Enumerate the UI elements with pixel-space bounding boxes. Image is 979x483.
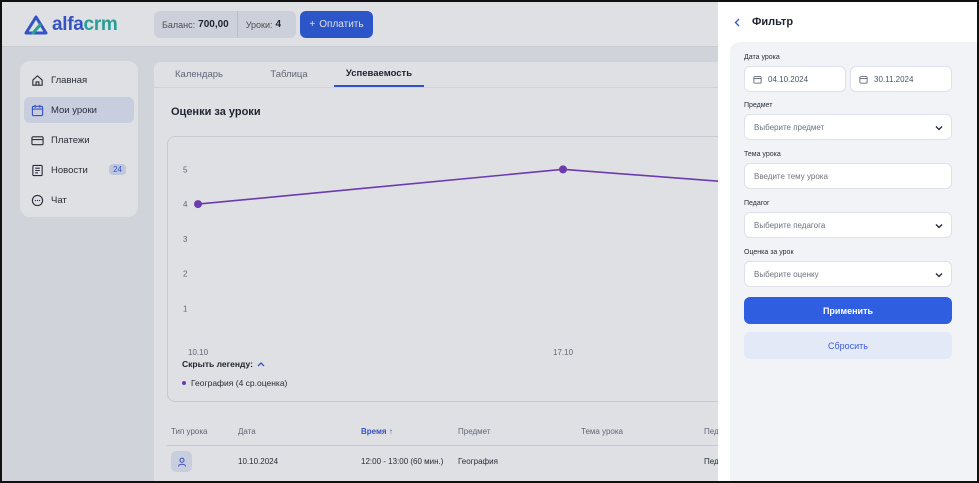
date-to-field[interactable]: 30.11.2024: [850, 66, 952, 92]
logo-icon: [24, 15, 48, 35]
legend-toggle-label: Скрыть легенду:: [182, 359, 253, 369]
x-tick-label-17.10: 17.10: [553, 348, 574, 357]
logo[interactable]: alfacrm: [24, 14, 118, 36]
lessons-segment: Уроки: 4: [236, 11, 289, 38]
column-header-topic[interactable]: Тема урока: [581, 427, 623, 436]
sidebar-item-chat[interactable]: Чат: [24, 187, 134, 213]
row-subject: География: [458, 457, 498, 466]
column-header-type[interactable]: Тип урока: [171, 427, 208, 436]
chart-title: Оценки за уроки: [171, 106, 261, 118]
date-from-field[interactable]: 04.10.2024: [744, 66, 846, 92]
user-icon: [177, 457, 186, 467]
pay-button[interactable]: + Оплатить: [300, 11, 373, 38]
sidebar-item-home[interactable]: Главная: [24, 67, 134, 93]
grade-label: Оценка за урок: [744, 249, 794, 256]
sidebar-item-my-lessons[interactable]: Мои уроки: [24, 97, 134, 123]
row-time: 12:00 - 13:00 (60 мин.): [361, 457, 444, 466]
grade-placeholder: Выберите оценку: [754, 269, 819, 279]
column-header-date[interactable]: Дата: [238, 427, 256, 436]
date-from-value: 04.10.2024: [768, 74, 809, 84]
modal-overlay[interactable]: [2, 2, 718, 481]
view-tabs: Календарь Таблица Успеваемость: [154, 62, 729, 87]
sidebar-item-payments[interactable]: Платежи: [24, 127, 134, 153]
apply-button[interactable]: Применить: [744, 297, 952, 324]
sidebar-item-label: Чат: [51, 194, 67, 206]
topic-input[interactable]: [744, 163, 952, 189]
data-point-17.10[interactable]: [559, 165, 567, 174]
y-tick-label-2: 2: [183, 270, 188, 279]
balance-label: Баланс:: [162, 19, 196, 30]
main-content: Оценки за уроки 1 2 3 4 5 10.10 17.10 Скрыть л…: [154, 88, 733, 481]
chevron-down-icon: [935, 126, 943, 131]
card-icon: [31, 135, 44, 145]
tab-table[interactable]: Таблица: [270, 69, 308, 80]
chevron-down-icon: [935, 224, 943, 229]
subject-label: Предмет: [744, 102, 773, 109]
sidebar-item-label: Главная: [51, 74, 88, 86]
chat-icon: [31, 194, 44, 206]
filter-panel: Фильтр Дата урока 04.10.2024 30.11.2024 …: [718, 2, 977, 481]
y-tick-label-4: 4: [183, 200, 188, 209]
lesson-type-badge: [171, 451, 192, 472]
date-to-value: 30.11.2024: [874, 74, 914, 84]
filter-panel-header: Фильтр: [718, 2, 977, 42]
teacher-select[interactable]: Выберите педагога: [744, 212, 952, 238]
home-icon: [32, 74, 43, 86]
y-tick-label-3: 3: [183, 235, 188, 244]
filter-title: Фильтр: [752, 16, 794, 28]
news-icon: [32, 164, 43, 176]
lessons-label: Уроки:: [245, 19, 273, 30]
pay-button-label: Оплатить: [319, 19, 364, 30]
balance-value: 700,00: [198, 19, 229, 30]
chevron-up-icon: [257, 362, 265, 367]
sidebar-item-label: Мои уроки: [51, 104, 97, 116]
topic-label: Тема урока: [744, 151, 781, 158]
sidebar-item-news[interactable]: Новости 24: [24, 157, 134, 183]
sidebar: Главная Мои уроки Платежи Новости 24 Чат: [20, 61, 138, 217]
calendar-icon: [31, 104, 44, 116]
plus-icon: +: [309, 19, 316, 30]
legend-toggle[interactable]: Скрыть легенду:: [182, 359, 265, 369]
row-date: 10.10.2024: [238, 457, 279, 466]
news-count-badge: 24: [109, 164, 126, 175]
chevron-down-icon: [935, 273, 943, 278]
logo-text: alfacrm: [52, 14, 118, 35]
subject-select[interactable]: Выберите предмет: [744, 114, 952, 140]
date-label: Дата урока: [744, 54, 780, 61]
grades-line-chart: 1 2 3 4 5 10.10 17.10: [183, 165, 730, 357]
teacher-label: Педагог: [744, 200, 770, 207]
y-tick-label-5: 5: [183, 165, 188, 174]
data-point-10.10[interactable]: [194, 200, 202, 209]
reset-button[interactable]: Сбросить: [744, 332, 952, 359]
legend-dot: [182, 381, 186, 385]
balance-box: Баланс: 700,00 Уроки: 4: [154, 11, 296, 38]
calendar-icon: [753, 75, 762, 84]
sidebar-item-label: Платежи: [51, 134, 90, 146]
tab-calendar[interactable]: Календарь: [175, 69, 223, 80]
column-header-time[interactable]: Время ↑: [361, 427, 393, 436]
x-tick-label-10.10: 10.10: [188, 348, 209, 357]
back-chevron-icon[interactable]: [733, 18, 742, 27]
balance-segment: Баланс: 700,00: [154, 11, 237, 38]
subject-placeholder: Выберите предмет: [754, 122, 825, 132]
y-tick-label-1: 1: [183, 304, 188, 313]
calendar-icon: [859, 75, 868, 84]
legend-entry-label: География (4 ср.оценка): [191, 378, 288, 388]
lessons-value: 4: [275, 19, 282, 30]
legend-entry: География (4 ср.оценка): [182, 378, 287, 388]
column-header-subject[interactable]: Предмет: [458, 427, 491, 436]
teacher-placeholder: Выберите педагога: [754, 220, 826, 230]
tab-progress[interactable]: Успеваемость: [334, 62, 424, 87]
sidebar-item-label: Новости: [51, 164, 88, 176]
filter-form: Дата урока 04.10.2024 30.11.2024 Предмет…: [730, 42, 977, 481]
grade-select[interactable]: Выберите оценку: [744, 261, 952, 287]
